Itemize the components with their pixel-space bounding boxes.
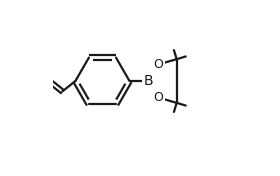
Text: B: B	[144, 74, 153, 88]
Text: O: O	[153, 91, 163, 104]
Text: O: O	[153, 58, 163, 71]
